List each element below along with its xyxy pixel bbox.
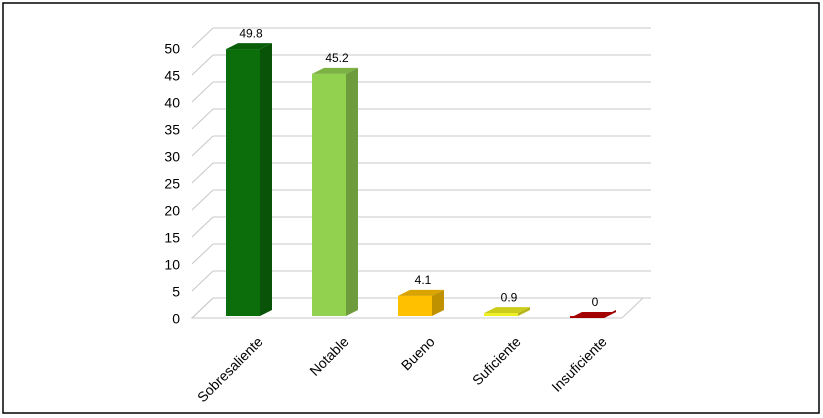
bar-side: [432, 289, 444, 316]
y-tick-label: 0: [172, 311, 180, 327]
y-tick-label: 25: [164, 176, 180, 192]
bar: [226, 49, 260, 317]
bar-top: [570, 312, 616, 318]
grid-line-side: [191, 297, 214, 319]
y-tick-label: 20: [164, 203, 180, 219]
value-label: 0: [592, 295, 599, 309]
bar-side: [346, 67, 358, 316]
bar-side: [260, 43, 272, 316]
grid-line-side: [191, 27, 214, 49]
bar-top: [398, 289, 444, 296]
chart-frame: [2, 2, 820, 414]
grid-line-side: [191, 135, 214, 157]
grid-line-side: [191, 270, 214, 292]
bar-top: [226, 43, 272, 50]
bar-top: [312, 67, 358, 74]
y-tick-label: 10: [164, 257, 180, 273]
bar: [398, 295, 432, 316]
grid-line-side: [191, 216, 214, 238]
bar-top: [484, 307, 530, 314]
grid-line-side: [191, 81, 214, 103]
value-label: 49.8: [239, 26, 263, 40]
y-tick-label: 5: [172, 284, 180, 300]
y-tick-label: 50: [164, 41, 180, 57]
grid-line-side: [191, 162, 214, 184]
y-tick-label: 30: [164, 149, 180, 165]
value-label: 4.1: [415, 273, 432, 287]
grid-line-side: [191, 108, 214, 130]
value-label: 0.9: [501, 290, 518, 304]
y-tick-label: 40: [164, 95, 180, 111]
y-tick-label: 45: [164, 68, 180, 84]
grid-line-side: [191, 243, 214, 265]
y-tick-label: 35: [164, 122, 180, 138]
bar: [484, 313, 518, 316]
value-label: 45.2: [325, 51, 349, 65]
bar-side: [518, 307, 530, 316]
bar: [312, 73, 346, 316]
grid-line-side: [191, 54, 214, 76]
grid-line-side: [191, 189, 214, 211]
y-tick-label: 15: [164, 230, 180, 246]
